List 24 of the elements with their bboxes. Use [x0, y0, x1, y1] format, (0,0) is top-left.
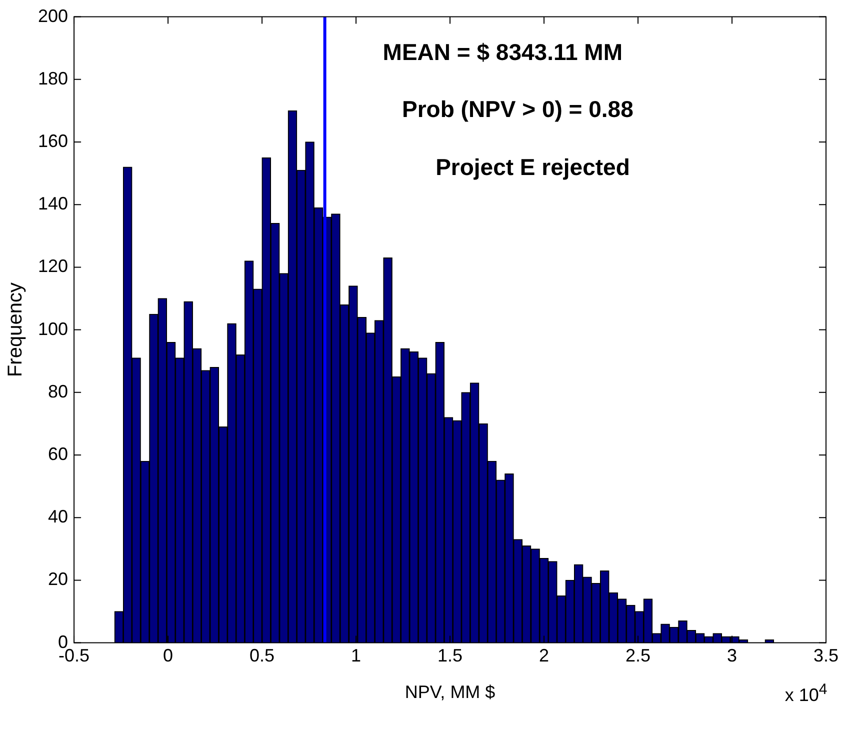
annotation: Project E rejected [436, 154, 630, 181]
x-axis-title: NPV, MM $ [404, 682, 496, 702]
annotation: Prob (NPV > 0) = 0.88 [402, 96, 634, 123]
x-tick-label: 2 [539, 646, 550, 666]
x-tick-label: 2.5 [625, 646, 651, 666]
y-tick-label: 140 [38, 194, 68, 214]
y-tick-label: 200 [38, 6, 68, 26]
y-tick-label: 160 [38, 130, 68, 151]
y-tick-label: 120 [38, 256, 68, 276]
y-tick-label: 40 [48, 506, 68, 527]
y-tick-label: 80 [48, 381, 68, 402]
x-tick-label: 0.5 [250, 646, 275, 666]
x-tick-label: 1 [351, 646, 362, 666]
x-tick-label: 0 [163, 646, 174, 666]
y-tick-label: 100 [38, 318, 68, 339]
annotation: MEAN = $ 8343.11 MM [382, 39, 622, 66]
text: x 10$^{4}$ [784, 680, 828, 706]
y-axis-title: Frequency [4, 282, 27, 378]
y-tick-label: 60 [48, 444, 68, 464]
x-tick-label: 1.5 [438, 646, 463, 666]
y-tick-label: 20 [48, 569, 68, 590]
y-tick-label: 180 [38, 68, 68, 88]
x-tick-label: 3 [726, 646, 738, 666]
x-tick-label: 3.5 [813, 646, 839, 666]
